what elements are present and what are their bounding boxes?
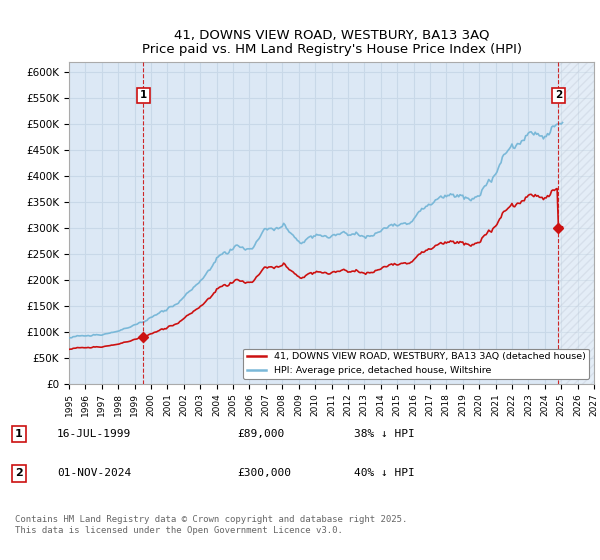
- Text: 1: 1: [140, 90, 147, 100]
- Text: 40% ↓ HPI: 40% ↓ HPI: [354, 468, 415, 478]
- Text: Contains HM Land Registry data © Crown copyright and database right 2025.
This d: Contains HM Land Registry data © Crown c…: [15, 515, 407, 535]
- Text: 2: 2: [15, 468, 23, 478]
- Text: £300,000: £300,000: [237, 468, 291, 478]
- Text: 1: 1: [15, 429, 23, 439]
- Text: 2: 2: [555, 90, 562, 100]
- Text: 16-JUL-1999: 16-JUL-1999: [57, 429, 131, 439]
- Bar: [559, 62, 594, 384]
- Legend: 41, DOWNS VIEW ROAD, WESTBURY, BA13 3AQ (detached house), HPI: Average price, de: 41, DOWNS VIEW ROAD, WESTBURY, BA13 3AQ …: [244, 348, 589, 379]
- Title: 41, DOWNS VIEW ROAD, WESTBURY, BA13 3AQ
Price paid vs. HM Land Registry's House : 41, DOWNS VIEW ROAD, WESTBURY, BA13 3AQ …: [142, 28, 521, 56]
- Text: 01-NOV-2024: 01-NOV-2024: [57, 468, 131, 478]
- Text: £89,000: £89,000: [237, 429, 284, 439]
- Text: 38% ↓ HPI: 38% ↓ HPI: [354, 429, 415, 439]
